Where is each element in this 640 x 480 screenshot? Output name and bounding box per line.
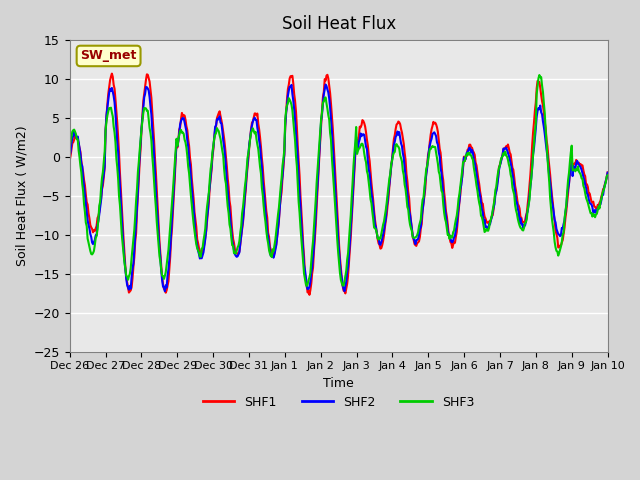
Y-axis label: Soil Heat Flux ( W/m2): Soil Heat Flux ( W/m2) [15, 125, 28, 266]
SHF2 [385, 189, 392, 194]
Text: SW_met: SW_met [81, 49, 137, 62]
SHF2 [310, 243, 318, 249]
SHF1 [66, 158, 74, 164]
X-axis label: Time: Time [323, 377, 354, 390]
SHF3 [204, 196, 212, 202]
Line: SHF2: SHF2 [70, 84, 607, 291]
Title: Soil Heat Flux: Soil Heat Flux [282, 15, 396, 33]
SHF2 [66, 153, 74, 159]
SHF1 [108, 71, 116, 76]
SHF3 [66, 144, 74, 150]
SHF3 [384, 192, 392, 197]
SHF3 [161, 273, 169, 279]
SHF2 [604, 170, 611, 176]
SHF3 [472, 176, 479, 181]
SHF3 [303, 283, 310, 289]
SHF2 [161, 288, 169, 294]
SHF3 [536, 72, 543, 78]
SHF1 [604, 169, 611, 175]
SHF2 [427, 139, 435, 144]
Line: SHF1: SHF1 [70, 73, 607, 295]
SHF1 [427, 132, 435, 137]
SHF3 [604, 172, 611, 178]
SHF2 [473, 170, 481, 176]
SHF3 [310, 224, 318, 230]
SHF1 [205, 199, 212, 205]
SHF1 [311, 236, 319, 242]
SHF3 [426, 146, 434, 152]
SHF1 [162, 290, 170, 296]
SHF2 [162, 282, 170, 288]
SHF1 [385, 195, 392, 201]
SHF1 [473, 162, 481, 168]
SHF2 [205, 191, 212, 197]
SHF1 [306, 292, 314, 298]
Legend: SHF1, SHF2, SHF3: SHF1, SHF2, SHF3 [198, 391, 479, 414]
Line: SHF3: SHF3 [70, 75, 607, 286]
SHF2 [322, 82, 330, 87]
